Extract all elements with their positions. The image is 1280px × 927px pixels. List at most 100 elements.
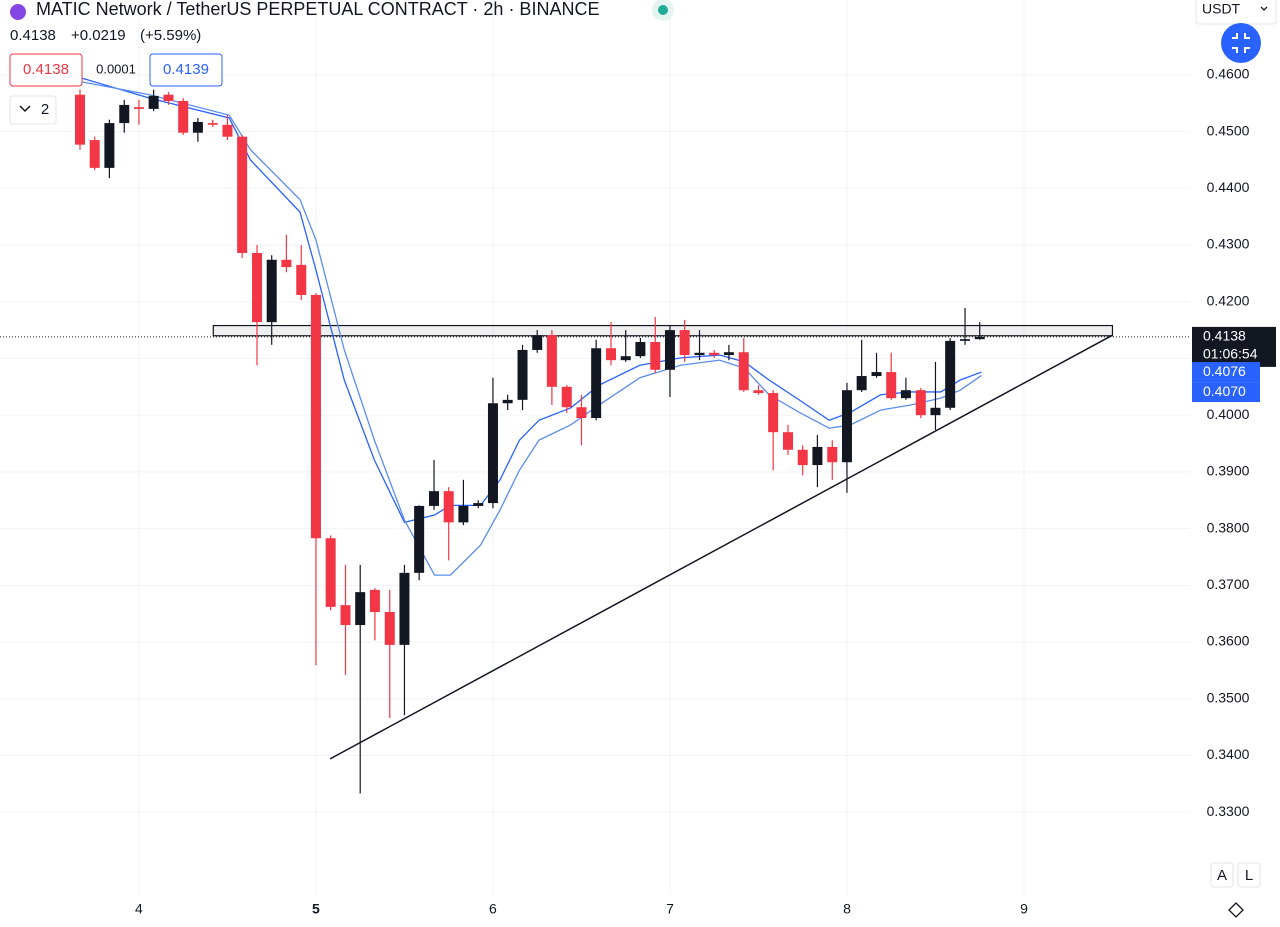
- settings-icon[interactable]: [1228, 902, 1244, 918]
- candle-body: [178, 100, 189, 133]
- candle-body: [915, 390, 926, 416]
- candle-body: [192, 121, 203, 133]
- candle-body: [310, 294, 321, 539]
- candle-body: [753, 390, 764, 394]
- buy-button[interactable]: [149, 53, 223, 87]
- candle-body: [355, 592, 366, 626]
- ma-label: 0.4076: [1203, 363, 1246, 379]
- candle-body: [723, 352, 734, 356]
- y-tick-label: 0.4300: [1207, 236, 1250, 252]
- candle-body: [222, 124, 233, 137]
- candle-body: [443, 491, 454, 523]
- candle-body: [89, 140, 100, 168]
- y-tick-label: 0.3600: [1207, 633, 1250, 649]
- candle-body: [369, 589, 380, 612]
- coin-icon: [10, 4, 26, 20]
- candle-body: [620, 356, 631, 361]
- sell-price[interactable]: 0.4138: [23, 61, 69, 78]
- status-dot: [658, 5, 668, 15]
- candle-body: [252, 252, 263, 323]
- y-tick-label: 0.3300: [1207, 803, 1250, 819]
- ma-marker: [1192, 382, 1260, 403]
- x-tick-label: 6: [489, 901, 497, 917]
- candle-body: [738, 352, 749, 391]
- candle-body: [340, 605, 351, 626]
- plot-area: [0, 0, 1190, 895]
- candle-body: [296, 264, 307, 295]
- log-scale[interactable]: L: [1245, 867, 1253, 884]
- candle-body: [207, 123, 218, 125]
- indicator-count[interactable]: 2: [41, 101, 49, 118]
- ma-marker: [1192, 362, 1260, 383]
- candle-body: [502, 399, 513, 404]
- spread: 0.0001: [96, 61, 136, 76]
- x-tick-label: 7: [666, 901, 674, 917]
- candle-body: [783, 432, 794, 450]
- candle-body: [119, 104, 130, 124]
- candle-body: [384, 611, 395, 645]
- auto-scale-button[interactable]: [1210, 862, 1234, 888]
- candle-body: [487, 403, 498, 504]
- log-scale-button[interactable]: [1237, 862, 1261, 888]
- candle-body: [266, 259, 277, 323]
- y-tick-label: 0.4200: [1207, 292, 1250, 308]
- last-price-label: 0.4138: [1203, 328, 1246, 344]
- candle-body: [945, 340, 956, 408]
- candle-body: [429, 491, 440, 506]
- y-tick-label: 0.4500: [1207, 122, 1250, 138]
- moving-average: [80, 77, 982, 524]
- change: +0.0219: [71, 27, 126, 44]
- y-tick-label: 0.3400: [1207, 746, 1250, 762]
- y-tick-label: 0.4600: [1207, 66, 1250, 82]
- fullscreen-button[interactable]: [1221, 23, 1261, 63]
- auto-scale[interactable]: A: [1217, 867, 1227, 884]
- candle-body: [148, 95, 159, 109]
- candle-body: [414, 505, 425, 573]
- y-tick-label: 0.4400: [1207, 179, 1250, 195]
- candle-body: [133, 107, 144, 109]
- y-tick-label: 0.3800: [1207, 519, 1250, 535]
- candle-body: [797, 449, 808, 466]
- buy-price[interactable]: 0.4139: [163, 61, 209, 78]
- candle-body: [679, 330, 690, 356]
- resistance-zone: [212, 324, 1114, 337]
- chevron-icon: [1260, 6, 1268, 11]
- last-price-marker: [1192, 326, 1276, 367]
- countdown: 01:06:54: [1203, 346, 1258, 362]
- candle-body: [237, 136, 248, 253]
- candle-body: [827, 446, 838, 463]
- candle-body: [635, 342, 646, 357]
- trendline: [329, 334, 1113, 760]
- y-tick-label: 0.4000: [1207, 406, 1250, 422]
- indicators-toggle[interactable]: [9, 95, 57, 125]
- candle-body: [546, 335, 557, 387]
- sell-button[interactable]: [9, 53, 83, 87]
- candle-body: [458, 505, 469, 523]
- chevron-icon: [19, 105, 31, 113]
- candle-body: [871, 372, 882, 377]
- change-pct: (+5.59%): [140, 27, 201, 44]
- candle-body: [399, 572, 410, 645]
- y-tick-label: 0.3700: [1207, 576, 1250, 592]
- candle-body: [812, 446, 823, 466]
- moving-average: [80, 81, 982, 576]
- price-axis: [1190, 0, 1280, 927]
- candle-body: [841, 390, 852, 463]
- candle-body: [561, 386, 572, 408]
- candle-body: [664, 330, 675, 370]
- axes: 0.3300 0.3400 0.3500 0.3600 0.3700 0.3800 0.39…: [135, 66, 1276, 917]
- candle-body: [974, 336, 985, 340]
- currency[interactable]: USDT: [1202, 1, 1241, 17]
- last-price: 0.4138: [10, 27, 56, 44]
- candle-body: [104, 123, 115, 168]
- x-tick-label: 8: [843, 901, 851, 917]
- x-tick-label: 5: [312, 901, 320, 917]
- candle-body: [930, 407, 941, 416]
- ma-label: 0.4070: [1203, 383, 1246, 399]
- candle-body: [886, 372, 897, 399]
- candle-body: [694, 352, 705, 356]
- candle-body: [709, 352, 720, 356]
- candle-body: [325, 538, 336, 607]
